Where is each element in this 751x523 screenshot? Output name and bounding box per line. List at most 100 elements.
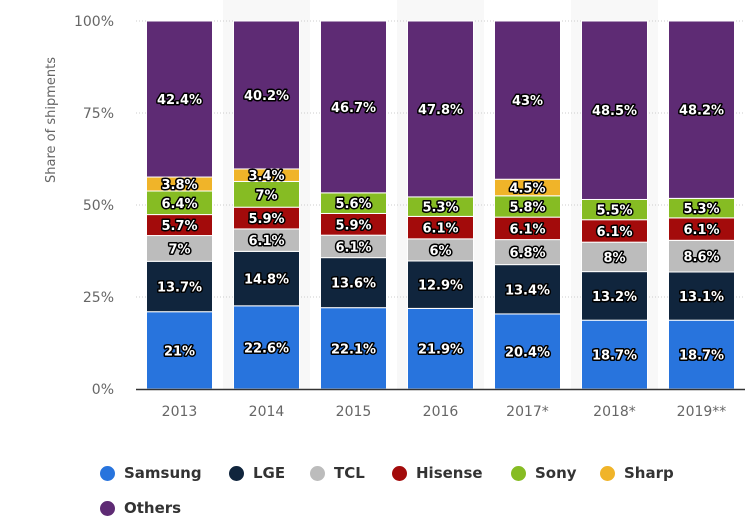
data-label: 3.8%	[161, 178, 197, 193]
data-label: 5.3%	[683, 202, 719, 217]
data-label: 6.1%	[683, 223, 719, 238]
data-label: 21.9%	[418, 343, 463, 358]
data-label: 6.1%	[248, 234, 284, 249]
bar-segment-others[interactable]	[407, 20, 474, 198]
legend-swatch-icon	[100, 500, 115, 516]
legend-label: TCL	[334, 464, 365, 482]
legend-swatch-icon	[392, 465, 407, 481]
bar-segment-samsung[interactable]	[320, 307, 387, 390]
bar-segment-others[interactable]	[668, 20, 735, 199]
data-label: 43%	[512, 94, 543, 109]
legend-label: Others	[124, 499, 182, 517]
legend-item-tcl[interactable]: TCL	[310, 464, 365, 482]
y-tick-label: 100%	[74, 14, 114, 30]
bar-segment-lge[interactable]	[581, 271, 648, 321]
bar-segment-samsung[interactable]	[407, 307, 474, 390]
bar-segment-others[interactable]	[320, 20, 387, 194]
bar-segment-lge[interactable]	[146, 260, 213, 313]
data-label: 5.9%	[335, 218, 371, 233]
bar-segment-lge[interactable]	[494, 264, 561, 315]
legend-label: Hisense	[416, 464, 483, 482]
x-tick-label: 2019**	[677, 404, 727, 420]
legend-swatch-icon	[310, 465, 325, 481]
legend-label: Sony	[535, 464, 577, 482]
bar-segment-others[interactable]	[494, 20, 561, 180]
bar-segment-sony[interactable]	[233, 180, 300, 208]
data-label: 5.8%	[509, 200, 545, 215]
x-axis-ticks: 2013 2014 2015 2016 2017* 2018* 2019**	[162, 404, 727, 420]
legend-item-hisense[interactable]: Hisense	[392, 464, 483, 482]
legend-swatch-icon	[229, 465, 244, 481]
legend-swatch-icon	[511, 465, 526, 481]
y-tick-label: 0%	[92, 382, 114, 398]
data-label: 40.2%	[244, 89, 289, 104]
data-label: 6.1%	[596, 225, 632, 240]
data-label: 18.7%	[679, 349, 724, 364]
data-label: 13.2%	[592, 290, 637, 305]
data-label: 47.8%	[418, 103, 463, 118]
y-axis-title: Share of shipments	[44, 57, 59, 183]
bar-segment-lge[interactable]	[407, 260, 474, 309]
data-label: 5.9%	[248, 212, 284, 227]
data-label: 13.4%	[505, 283, 550, 298]
bar-segment-others[interactable]	[146, 20, 213, 178]
data-label: 6.1%	[509, 222, 545, 237]
data-labels: 21% 13.7% 7% 5.7% 6.4% 3.8% 42.4% 22.6% 14.8% 6.1…	[155, 87, 725, 365]
bar-segment-lge[interactable]	[668, 271, 735, 321]
legend-swatch-icon	[600, 465, 615, 481]
data-label: 48.2%	[679, 104, 724, 119]
x-tick-label: 2014	[249, 404, 285, 420]
data-label: 13.1%	[679, 290, 724, 305]
data-label: 42.4%	[157, 93, 202, 108]
y-tick-label: 25%	[83, 290, 114, 306]
data-label: 18.7%	[592, 349, 637, 364]
data-label: 13.7%	[157, 281, 202, 296]
x-tick-label: 2015	[336, 404, 372, 420]
bar-segment-others[interactable]	[581, 20, 648, 200]
y-tick-label: 50%	[83, 198, 114, 214]
x-tick-label: 2016	[423, 404, 459, 420]
x-tick-label: 2013	[162, 404, 198, 420]
data-label: 5.5%	[596, 204, 632, 219]
data-label: 12.9%	[418, 279, 463, 294]
legend-item-sharp[interactable]: Sharp	[600, 464, 674, 482]
legend-label: LGE	[253, 464, 286, 482]
bars	[146, 20, 735, 390]
legend-label: Sharp	[624, 464, 674, 482]
bar-segment-samsung[interactable]	[146, 311, 213, 390]
data-label: 3.4%	[248, 169, 284, 184]
data-label: 8.6%	[683, 250, 719, 265]
legend-item-lge[interactable]: LGE	[229, 464, 285, 482]
legend-item-others[interactable]: Others	[100, 499, 181, 517]
data-label: 5.7%	[161, 219, 197, 234]
data-label: 5.3%	[422, 201, 458, 216]
data-label: 6.1%	[335, 240, 371, 255]
legend-item-sony[interactable]: Sony	[511, 464, 577, 482]
data-label: 46.7%	[331, 101, 376, 116]
x-tick-label: 2017*	[506, 404, 549, 420]
data-label: 6.4%	[161, 197, 197, 212]
data-label: 4.5%	[509, 182, 545, 197]
y-axis-ticks: 0% 25% 50% 75% 100%	[74, 14, 114, 398]
data-label: 13.6%	[331, 277, 376, 292]
data-label: 22.6%	[244, 341, 289, 356]
x-tick-label: 2018*	[593, 404, 636, 420]
bar-segment-others[interactable]	[233, 20, 300, 170]
data-label: 48.5%	[592, 104, 637, 119]
data-label: 14.8%	[244, 273, 289, 288]
data-label: 8%	[603, 251, 625, 266]
bar-segment-tcl[interactable]	[581, 241, 648, 273]
data-label: 6%	[429, 244, 451, 259]
y-tick-label: 75%	[83, 106, 114, 122]
data-label: 6.1%	[422, 222, 458, 237]
legend-label: Samsung	[124, 464, 202, 482]
data-label: 7%	[168, 242, 190, 257]
legend-swatch-icon	[100, 465, 115, 481]
bar-segment-samsung[interactable]	[581, 319, 648, 390]
legend-item-samsung[interactable]: Samsung	[100, 464, 202, 482]
data-label: 22.1%	[331, 342, 376, 357]
data-label: 20.4%	[505, 345, 550, 360]
data-label: 7%	[255, 188, 277, 203]
